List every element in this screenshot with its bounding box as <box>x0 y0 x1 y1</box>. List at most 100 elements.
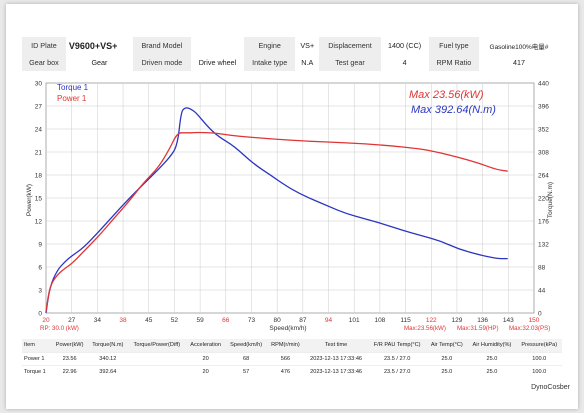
col-power: Power(kW) <box>51 339 88 352</box>
cell: 20 <box>185 351 226 365</box>
y-left-tick-label: 6 <box>38 265 42 272</box>
footer-max-hp: Max:31.59(HP) <box>457 325 499 332</box>
x-tick-label: 94 <box>325 317 333 324</box>
col-air-temp: Air Temp(°C) <box>426 339 468 352</box>
cell <box>127 351 186 365</box>
x-tick-label: 108 <box>374 317 385 324</box>
engine-label: Engine <box>244 37 296 54</box>
brand-model-label: Brand Model <box>133 37 191 54</box>
chart-series <box>45 107 508 314</box>
x-tick-label: 122 <box>426 317 437 324</box>
y-left-tick-label: 18 <box>35 173 43 180</box>
y-left-tick-label: 9 <box>38 242 42 249</box>
y-right-tick-label: 44 <box>538 288 546 295</box>
y-left-tick-label: 27 <box>35 104 43 111</box>
gear-box-label: Gear box <box>22 54 66 71</box>
results-table: Item Power(kW) Torque(N.m) Torque/Power(… <box>22 339 562 378</box>
x-tick-label: 45 <box>145 317 153 324</box>
footer-max-ps: Max:32.03(PS) <box>509 325 550 332</box>
col-speed: Speed(km/h) <box>225 339 267 352</box>
cell: 476 <box>266 364 305 378</box>
max-power-annotation: Max 23.56(kW) <box>409 89 484 101</box>
col-item: Item <box>22 339 52 352</box>
max-torque-annotation: Max 392.64(N.m) <box>411 104 496 116</box>
y-left-axis-label: Power(kW) <box>26 184 33 216</box>
y-right-axis-label: Torque(N.m) <box>547 182 554 218</box>
cell: 340.12 <box>87 351 128 365</box>
cell: 23.56 <box>51 351 88 365</box>
vehicle-info-table: ID Plate V9600+VS+ Brand Model Engine VS… <box>22 37 559 71</box>
torque-series-line <box>45 107 508 314</box>
cell: 25.0 <box>426 351 468 365</box>
driven-mode-label: Driven mode <box>133 54 191 71</box>
table-row: Torque 1 22.96 392.64 20 57 476 2023-12-… <box>22 364 562 378</box>
displacement-label: Displacement <box>319 37 381 54</box>
displacement-value: 1400 (CC) <box>380 37 429 54</box>
cell: 23.5 / 27.0 <box>368 351 427 365</box>
legend-torque: Torque 1 <box>57 83 89 92</box>
cell: 23.5 / 27.0 <box>368 364 427 378</box>
cell: 25.0 <box>467 351 517 365</box>
y-left-tick-label: 12 <box>35 219 43 226</box>
cell: 68 <box>225 351 267 365</box>
cell: 392.64 <box>87 364 128 378</box>
col-diff: Torque/Power(Diff) <box>127 339 186 352</box>
x-tick-label: 66 <box>222 317 230 324</box>
cell <box>127 364 186 378</box>
x-tick-label: 143 <box>503 317 514 324</box>
x-tick-label: 59 <box>196 317 204 324</box>
x-tick-label: 150 <box>529 317 540 324</box>
y-right-tick-label: 264 <box>538 173 549 180</box>
y-right-tick-label: 352 <box>538 127 549 134</box>
col-accel: Acceleration <box>185 339 226 352</box>
y-left-tick-label: 21 <box>35 150 43 157</box>
y-right-tick-label: 220 <box>538 196 549 203</box>
fuel-type-value: Gasoline100%电量# <box>478 37 559 54</box>
results-header-row: Item Power(kW) Torque(N.m) Torque/Power(… <box>22 339 562 352</box>
engine-value: VS+ <box>295 37 320 54</box>
x-tick-label: 20 <box>42 317 50 324</box>
y-left-tick-label: 15 <box>35 196 43 203</box>
brand-model-value <box>190 37 245 54</box>
col-torque: Torque(N.m) <box>87 339 128 352</box>
power-series-line <box>45 131 508 312</box>
x-tick-label: 52 <box>171 317 179 324</box>
cell: 22.96 <box>51 364 88 378</box>
y-right-tick-label: 0 <box>538 311 542 318</box>
col-rpm: RPM(r/min) <box>266 339 305 352</box>
x-tick-label: 38 <box>119 317 127 324</box>
x-tick-label: 87 <box>299 317 307 324</box>
chart-ticks: 0 3 6 9 12 15 18 21 24 27 30 0 44 88 132 176 220 264 308 35… <box>35 81 549 325</box>
y-right-tick-label: 132 <box>538 242 549 249</box>
cell: 25.0 <box>426 364 468 378</box>
test-gear-label: Test gear <box>319 54 381 71</box>
cell: 57 <box>225 364 267 378</box>
driven-mode-value: Drive wheel <box>190 54 245 71</box>
y-left-tick-label: 30 <box>35 81 43 88</box>
brand-label: DynoCosber <box>531 384 570 391</box>
col-test-time: Test time <box>304 339 369 352</box>
y-right-tick-label: 176 <box>538 219 549 226</box>
x-tick-label: 101 <box>349 317 360 324</box>
y-left-tick-label: 24 <box>35 127 43 134</box>
x-tick-label: 34 <box>94 317 102 324</box>
y-left-tick-label: 3 <box>38 288 42 295</box>
cell: 2023-12-13 17:33:46 <box>304 364 369 378</box>
gear-box-value: Gear <box>65 54 134 71</box>
id-plate-value: V9600+VS+ <box>65 37 134 54</box>
intake-type-label: Intake type <box>244 54 296 71</box>
x-tick-label: 73 <box>248 317 256 324</box>
cell: 2023-12-13 17:33:46 <box>304 351 369 365</box>
cell: 100.0 <box>516 351 562 365</box>
id-plate-label: ID Plate <box>22 37 66 54</box>
cell: 25.0 <box>467 364 517 378</box>
footer-max-kw: Max:23.56(kW) <box>404 325 446 332</box>
x-tick-label: 136 <box>477 317 488 324</box>
col-humidity: Air Humidity(%) <box>467 339 517 352</box>
cell: Power 1 <box>22 351 52 365</box>
intake-type-value: N.A <box>295 54 320 71</box>
cell: 566 <box>266 351 305 365</box>
info-row-1: ID Plate V9600+VS+ Brand Model Engine VS… <box>22 37 559 54</box>
test-gear-value: 4 <box>380 54 429 71</box>
cell: Torque 1 <box>22 364 52 378</box>
